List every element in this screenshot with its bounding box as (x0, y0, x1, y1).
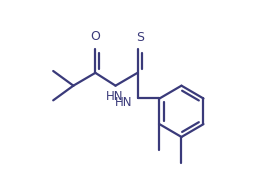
Text: O: O (90, 30, 100, 43)
Text: HN: HN (106, 90, 123, 103)
Text: HN: HN (114, 96, 132, 109)
Text: S: S (136, 31, 144, 44)
